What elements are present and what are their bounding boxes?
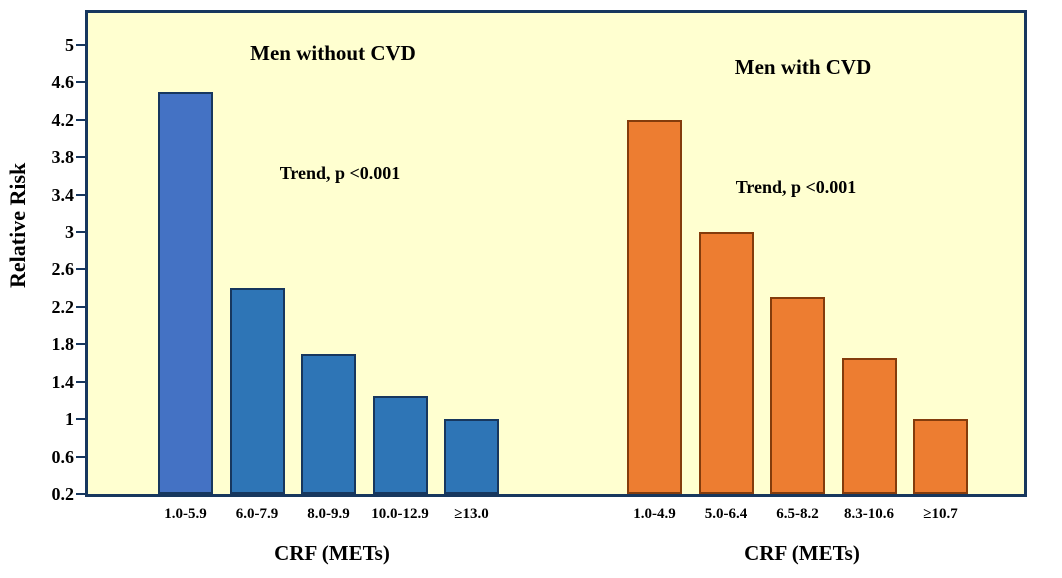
- bar-with-cvd-4: [913, 419, 968, 494]
- y-tick-label: 1.4: [51, 371, 75, 392]
- y-tick-mark: [76, 81, 85, 84]
- x-category-label: 1.0-4.9: [633, 506, 676, 522]
- y-tick-mark: [76, 43, 85, 46]
- y-tick-label: 4.2: [51, 109, 75, 130]
- y-tick-mark: [76, 493, 85, 495]
- bar-without-cvd-2: [301, 353, 356, 494]
- bar-without-cvd-0: [158, 91, 213, 494]
- y-tick-label: 5: [65, 34, 74, 55]
- y-tick-label: 1.8: [51, 334, 75, 355]
- y-tick-mark: [76, 343, 85, 346]
- bar-with-cvd-0: [627, 119, 682, 494]
- y-tick-label: 0.6: [51, 446, 75, 467]
- y-tick-label: 3.8: [51, 147, 75, 168]
- y-tick-mark: [76, 118, 85, 121]
- group-title-men-with-cvd: Men with CVD: [734, 55, 872, 79]
- bar-with-cvd-2: [770, 297, 825, 494]
- y-tick-mark: [76, 156, 85, 159]
- y-tick-mark: [76, 193, 85, 196]
- y-tick-label: 0.2: [51, 484, 75, 504]
- y-tick-mark: [76, 268, 85, 271]
- x-category-label: ≥13.0: [454, 506, 489, 522]
- y-tick-label: 2.2: [51, 296, 75, 317]
- x-category-label: 5.0-6.4: [704, 506, 748, 522]
- y-tick-mark: [76, 230, 85, 233]
- bar-with-cvd-1: [698, 231, 754, 494]
- x-category-label: 6.0-7.9: [235, 506, 279, 522]
- trend-annotation-left: Trend, p <0.001: [279, 163, 401, 183]
- group-title-men-without-cvd: Men without CVD: [250, 41, 416, 65]
- x-axis-title-right: CRF (METs): [744, 541, 860, 565]
- y-tick-label: 3: [65, 221, 74, 242]
- x-category-label: 6.5-8.2: [776, 506, 819, 522]
- x-category-label: 8.0-9.9: [307, 506, 350, 522]
- x-category-label: 1.0-5.9: [164, 506, 207, 522]
- y-tick-label: 2.6: [51, 259, 75, 280]
- y-tick-mark: [76, 455, 85, 458]
- y-tick-label: 4.6: [51, 72, 75, 93]
- bar-without-cvd-3: [372, 395, 428, 494]
- x-category-label: 10.0-12.9: [371, 506, 429, 522]
- x-category-label: 8.3-10.6: [844, 506, 894, 522]
- x-axis-title-left: CRF (METs): [274, 541, 390, 565]
- bar-without-cvd-1: [229, 288, 285, 494]
- bar-with-cvd-3: [841, 358, 897, 494]
- bar-without-cvd-4: [444, 419, 499, 494]
- y-tick-mark: [76, 418, 85, 421]
- x-category-label: ≥10.7: [923, 506, 958, 522]
- y-tick-mark: [76, 305, 85, 308]
- plot-area: Men without CVD Men with CVD Trend, p <0…: [85, 10, 1027, 497]
- y-tick-mark: [76, 380, 85, 383]
- trend-annotation-right: Trend, p <0.001: [735, 177, 857, 197]
- y-tick-label: 1: [65, 409, 74, 430]
- y-tick-label: 3.4: [51, 184, 75, 205]
